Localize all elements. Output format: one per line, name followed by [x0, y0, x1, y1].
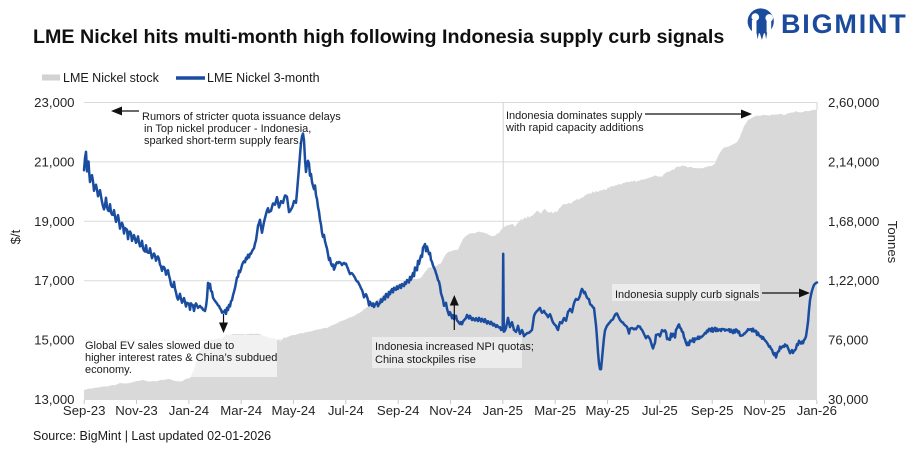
svg-text:30,000: 30,000 — [828, 392, 868, 407]
svg-text:19,000: 19,000 — [34, 214, 74, 229]
svg-text:higher interest rates & China’: higher interest rates & China’s subdued — [85, 352, 277, 364]
svg-text:in Top nickel producer - Indon: in Top nickel producer - Indonesia, — [144, 123, 311, 135]
svg-text:Global EV sales slowed due to: Global EV sales slowed due to — [85, 340, 234, 352]
svg-text:76,000: 76,000 — [828, 333, 868, 348]
svg-text:Nov-25: Nov-25 — [743, 403, 786, 418]
svg-text:LME Nickel 3-month: LME Nickel 3-month — [207, 71, 320, 85]
svg-text:1,22,000: 1,22,000 — [828, 273, 879, 288]
svg-text:Sep-24: Sep-24 — [377, 403, 420, 418]
svg-text:Jul-24: Jul-24 — [328, 403, 364, 418]
svg-text:sparked short-term supply fear: sparked short-term supply fears. — [144, 135, 302, 147]
svg-text:Nov-24: Nov-24 — [429, 403, 472, 418]
svg-text:Tonnes: Tonnes — [885, 221, 900, 264]
svg-text:2,14,000: 2,14,000 — [828, 154, 879, 169]
svg-text:1,68,000: 1,68,000 — [828, 214, 879, 229]
svg-text:economy.: economy. — [85, 364, 132, 376]
svg-text:$/t: $/t — [8, 229, 23, 244]
svg-text:Sep-23: Sep-23 — [63, 403, 106, 418]
svg-text:Jan-24: Jan-24 — [169, 403, 209, 418]
svg-text:2,60,000: 2,60,000 — [828, 95, 879, 110]
svg-text:Mar-25: Mar-25 — [534, 403, 576, 418]
svg-text:Indonesia increased NPI quotas: Indonesia increased NPI quotas; — [375, 341, 534, 353]
svg-text:Indonesia supply curb signals: Indonesia supply curb signals — [615, 289, 760, 301]
svg-text:Rumors of stricter quota issua: Rumors of stricter quota issuance delays — [142, 111, 341, 123]
svg-text:21,000: 21,000 — [34, 154, 74, 169]
svg-text:15,000: 15,000 — [34, 333, 74, 348]
svg-text:BIGMINT: BIGMINT — [781, 9, 908, 39]
svg-text:May-24: May-24 — [272, 403, 316, 418]
svg-text:13,000: 13,000 — [34, 392, 74, 407]
svg-text:LME Nickel stock: LME Nickel stock — [63, 71, 160, 85]
svg-text:May-25: May-25 — [586, 403, 630, 418]
svg-text:Nov-23: Nov-23 — [115, 403, 158, 418]
svg-text:Jan-25: Jan-25 — [483, 403, 523, 418]
svg-text:Jul-25: Jul-25 — [642, 403, 678, 418]
svg-text:17,000: 17,000 — [34, 273, 74, 288]
svg-text:23,000: 23,000 — [34, 95, 74, 110]
svg-text:China stockpiles rise: China stockpiles rise — [375, 354, 476, 366]
svg-text:Sep-25: Sep-25 — [691, 403, 734, 418]
svg-text:Mar-24: Mar-24 — [220, 403, 262, 418]
svg-text:Jan-26: Jan-26 — [797, 403, 837, 418]
svg-text:Indonesia dominates supply: Indonesia dominates supply — [506, 110, 643, 122]
svg-text:with rapid capacity additions: with rapid capacity additions — [505, 122, 644, 134]
